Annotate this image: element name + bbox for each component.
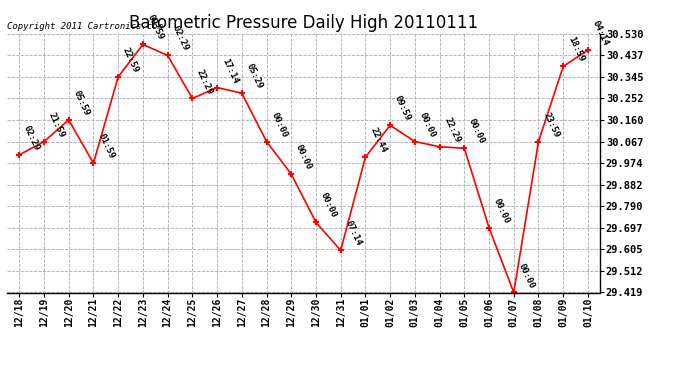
Text: 02:29: 02:29: [170, 24, 190, 52]
Text: 00:00: 00:00: [269, 111, 289, 139]
Text: 00:00: 00:00: [319, 192, 338, 220]
Title: Barometric Pressure Daily High 20110111: Barometric Pressure Daily High 20110111: [129, 14, 478, 32]
Text: 05:29: 05:29: [244, 62, 264, 90]
Text: 01:59: 01:59: [96, 132, 116, 160]
Text: 00:00: 00:00: [467, 117, 486, 146]
Text: Copyright 2011 Cartronics.com: Copyright 2011 Cartronics.com: [7, 22, 163, 31]
Text: 00:00: 00:00: [492, 197, 511, 225]
Text: 22:29: 22:29: [195, 68, 215, 96]
Text: 04:14: 04:14: [591, 19, 610, 47]
Text: 07:14: 07:14: [344, 219, 363, 248]
Text: 00:00: 00:00: [417, 111, 437, 139]
Text: 09:59: 09:59: [146, 13, 165, 42]
Text: 22:59: 22:59: [121, 46, 141, 74]
Text: 22:44: 22:44: [368, 126, 388, 154]
Text: 05:59: 05:59: [72, 89, 91, 117]
Text: 18:59: 18:59: [566, 35, 586, 64]
Text: 17:14: 17:14: [220, 57, 239, 85]
Text: 00:00: 00:00: [517, 261, 536, 290]
Text: 22:29: 22:29: [442, 116, 462, 144]
Text: 21:59: 21:59: [47, 111, 66, 139]
Text: 02:29: 02:29: [22, 124, 41, 152]
Text: 09:59: 09:59: [393, 94, 413, 123]
Text: 00:00: 00:00: [294, 143, 313, 171]
Text: 23:59: 23:59: [541, 111, 561, 139]
